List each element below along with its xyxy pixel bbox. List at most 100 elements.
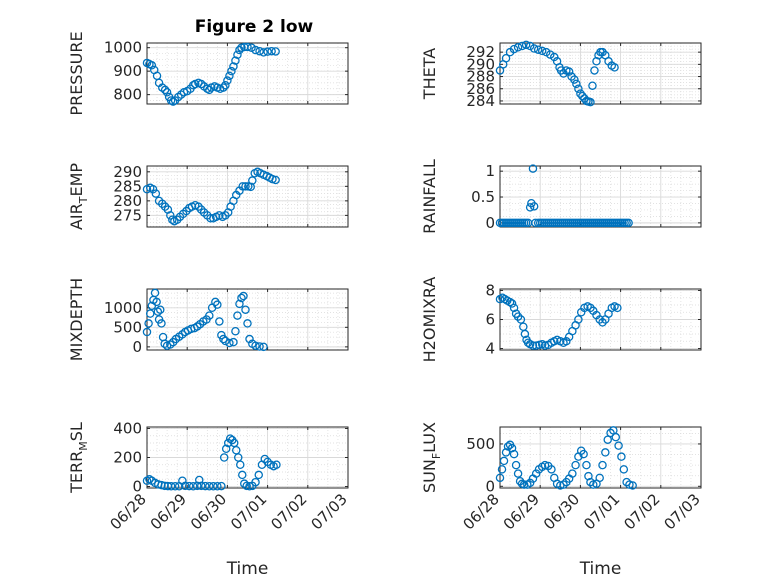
y-tick-label: 0 [485,477,495,495]
y-tick-label: 284 [466,92,495,110]
data-point [206,214,215,223]
data-point [511,460,521,470]
y-tick-label: 200 [113,449,142,467]
y-axis-label: TERRMSL [67,422,90,494]
data-point [192,481,202,491]
x-tick-label: 06/29 [147,490,190,533]
y-tick-label: 280 [113,192,142,210]
data-point [562,337,571,346]
data-point [201,481,210,491]
x-tick-label: 07/02 [620,490,663,533]
y-tick-label: 1000 [104,39,142,57]
data-point [513,469,523,478]
data-point [503,442,513,451]
y-axis-label: MIXDEPTH [67,278,86,361]
data-point [243,42,252,52]
subplot-h2omixra: 4 6 8 H2OMIXRA [420,277,702,363]
data-point [588,81,597,90]
x-tick-label: 07/03 [308,490,351,533]
axes-box [146,165,349,228]
data-point [255,342,264,351]
x-tick-label: 07/01 [227,490,270,533]
data-point [533,45,543,54]
data-point [613,303,622,313]
figure-title: Figure 2 low [195,17,314,37]
data-point [516,315,526,324]
data-point [209,482,218,491]
data-point [570,75,579,84]
data-point [259,342,268,352]
data-point [271,47,280,56]
y-tick-label: 0.5 [471,188,495,206]
data-point [574,315,583,324]
data-point [579,449,588,459]
data-point [219,334,228,344]
data-point [235,299,244,309]
y-tick-label: 292 [466,43,495,61]
data-point [251,45,260,55]
data-point [507,443,517,453]
data-point [239,291,248,301]
data-point [595,473,604,483]
x-tick-label: 07/02 [267,490,310,533]
y-tick-label: 285 [113,177,142,195]
data-point [529,44,539,53]
y-axis-label: PRESSURE [67,31,86,115]
y-tick-label: 500 [113,318,142,336]
data-point [248,176,257,185]
y-axis-label: THETA [420,48,439,100]
y-axis-label: H2OMIXRA [420,277,439,363]
data-point [528,164,538,173]
y-axis-label-subscript: T [77,196,90,204]
data-point [241,305,250,314]
data-point [254,470,264,480]
data-point [225,338,234,348]
y-axis-label: AIRTEMP [67,163,90,230]
y-tick-label: 500 [466,435,495,453]
data-point [240,479,249,488]
data-point [568,469,577,478]
y-axis-label-main: MIXDEPTH [67,278,86,361]
data-point [144,319,153,328]
data-point [617,452,626,461]
y-tick-label: 286 [466,80,495,98]
data-point [521,40,531,50]
data-point [147,61,157,70]
data-point [519,480,529,489]
data-point [205,311,214,320]
y-tick-label: 6 [485,311,495,329]
data-point [225,71,234,81]
y-axis-label: RAINFALL [420,159,439,234]
data-point [624,218,633,228]
data-point [152,297,161,307]
y-axis-label-tail: EMP [67,163,86,197]
data-point [227,66,236,76]
data-point [243,319,252,328]
data-point [231,56,240,65]
axes-box [499,426,702,489]
data-point [236,460,245,470]
data-point [606,428,615,438]
y-tick-label: 400 [113,419,142,437]
data-point [166,482,176,491]
y-axis-label-main: THETA [420,48,439,100]
y-tick-label: 1 [485,162,495,180]
data-point [525,203,535,212]
y-tick-label: 0 [132,478,142,496]
data-point [213,482,222,491]
y-tick-label: 900 [113,62,142,80]
x-axis-label-left: Time [226,559,269,579]
data-point [529,202,539,211]
data-point [263,47,272,56]
data-point [598,460,607,470]
x-tick-label: 06/29 [500,490,543,533]
data-point [157,319,166,328]
y-tick-label: 0 [132,338,142,356]
data-point [513,43,523,52]
y-axis-label-subscript: F [430,453,443,459]
y-tick-label: 0 [485,214,495,232]
